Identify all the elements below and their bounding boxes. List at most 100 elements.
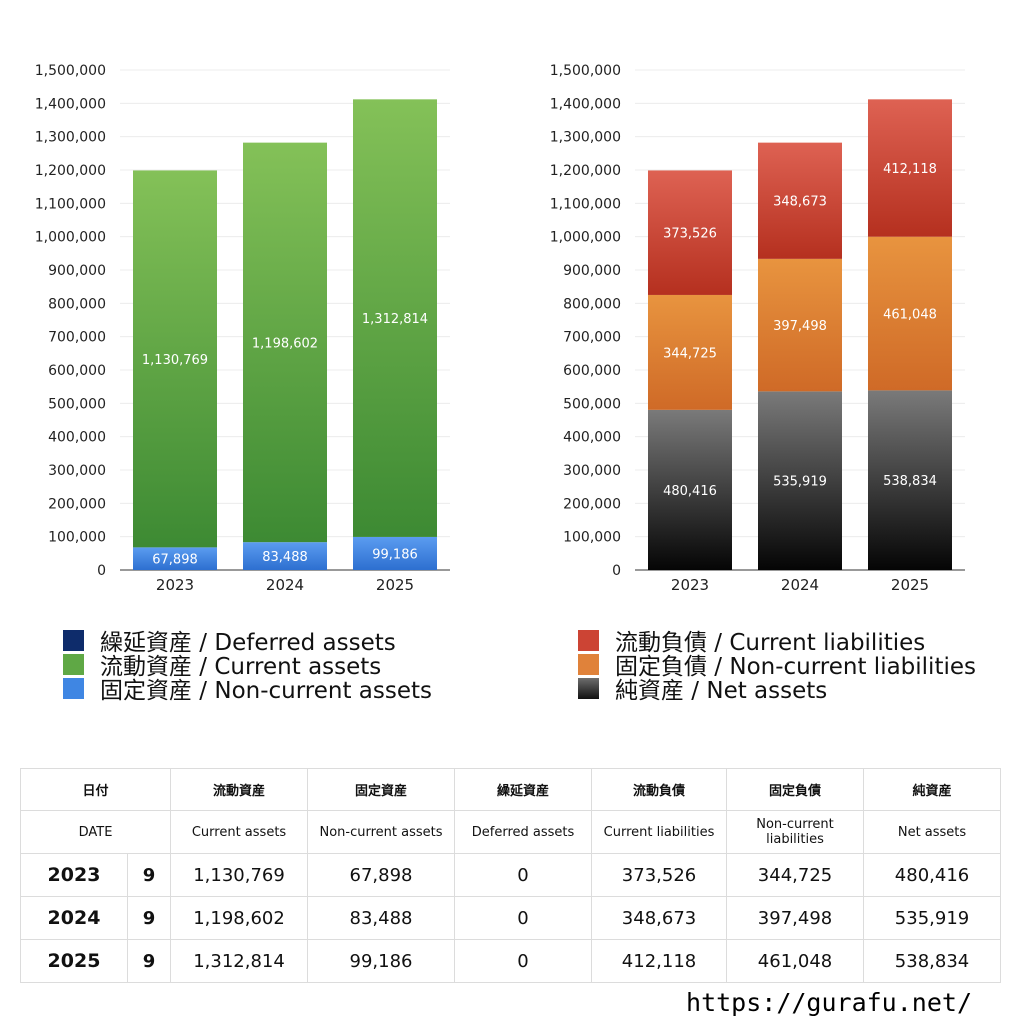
header-current-liabilities-en: Current liabilities <box>591 810 728 854</box>
y-tick-label: 700,000 <box>563 330 621 346</box>
cell-net-assets: 538,834 <box>863 939 1002 983</box>
financial-data-table: 日付 流動資産 固定資産 繰延資産 流動負債 固定負債 純資産 DATE Cur… <box>19 768 1002 983</box>
bar-data-label: 83,488 <box>262 550 308 565</box>
legend-item-current-assets: 流動資産 / Current assets <box>63 652 432 680</box>
header-date-jp: 日付 <box>19 768 172 811</box>
cell-non-current-assets: 67,898 <box>307 853 456 897</box>
y-tick-label: 900,000 <box>48 263 106 279</box>
bar-segment <box>758 258 842 392</box>
legend-swatch <box>578 653 599 675</box>
cell-current-assets: 1,198,602 <box>170 896 309 940</box>
header-current-liabilities-jp: 流動負債 <box>591 768 728 811</box>
legend-swatch <box>63 653 84 675</box>
bar-segment <box>868 99 952 237</box>
y-tick-label: 300,000 <box>48 463 106 479</box>
bar-segment <box>243 542 327 570</box>
y-tick-label: 1,300,000 <box>550 130 621 146</box>
header-current-assets-en: Current assets <box>170 810 309 854</box>
x-tick-label: 2024 <box>781 576 819 594</box>
cell-non-current-assets: 83,488 <box>307 896 456 940</box>
y-tick-label: 400,000 <box>48 430 106 446</box>
table-header-en: DATE Current assets Non-current assets D… <box>19 810 1002 854</box>
cell-current-assets: 1,312,814 <box>170 939 309 983</box>
source-url[interactable]: https://gurafu.net/ <box>686 988 972 1017</box>
y-tick-label: 0 <box>612 563 621 579</box>
legend-swatch <box>578 677 599 699</box>
y-tick-label: 1,500,000 <box>550 63 621 79</box>
row-month: 9 <box>126 896 172 940</box>
bar-data-label: 1,198,602 <box>252 336 318 351</box>
y-tick-label: 900,000 <box>563 263 621 279</box>
cell-deferred-assets: 0 <box>454 853 593 897</box>
y-tick-label: 400,000 <box>563 430 621 446</box>
x-tick-label: 2023 <box>671 576 709 594</box>
legend-label: 繰延資産 / Deferred assets <box>100 630 396 656</box>
bar-data-label: 373,526 <box>663 227 717 242</box>
header-net-assets-en: Net assets <box>863 810 1002 854</box>
row-year: 2024 <box>20 896 128 940</box>
bar-segment <box>648 294 732 410</box>
legend-item-non-current-liabilities: 固定負債 / Non-current liabilities <box>578 652 976 680</box>
cell-non-current-liabilities: 397,498 <box>726 896 865 940</box>
y-tick-label: 1,100,000 <box>35 196 106 212</box>
header-non-current-assets-en: Non-current assets <box>307 810 456 854</box>
y-tick-label: 0 <box>97 563 106 579</box>
bar-data-label: 397,498 <box>773 319 827 334</box>
table-row: 2023 9 1,130,769 67,898 0 373,526 344,72… <box>20 853 1002 897</box>
y-tick-label: 100,000 <box>563 530 621 546</box>
y-tick-label: 800,000 <box>48 296 106 312</box>
x-tick-label: 2023 <box>156 576 194 594</box>
bar-segment <box>353 99 437 537</box>
bar-data-label: 344,725 <box>663 346 717 361</box>
cell-deferred-assets: 0 <box>454 896 593 940</box>
bar-data-label: 348,673 <box>773 195 827 210</box>
y-tick-label: 600,000 <box>48 363 106 379</box>
y-tick-label: 800,000 <box>563 296 621 312</box>
bar-data-label: 67,898 <box>152 553 198 568</box>
y-tick-label: 500,000 <box>563 396 621 412</box>
x-tick-label: 2025 <box>891 576 929 594</box>
cell-non-current-assets: 99,186 <box>307 939 456 983</box>
y-tick-label: 1,400,000 <box>550 96 621 112</box>
y-tick-label: 500,000 <box>48 396 106 412</box>
cell-non-current-liabilities: 344,725 <box>726 853 865 897</box>
header-non-current-assets-jp: 固定資産 <box>307 768 456 811</box>
header-current-assets-jp: 流動資産 <box>170 768 309 811</box>
cell-current-liabilities: 373,526 <box>591 853 728 897</box>
bar-segment <box>133 547 217 570</box>
bar-segment <box>868 236 952 391</box>
y-tick-label: 1,300,000 <box>35 130 106 146</box>
y-tick-label: 1,400,000 <box>35 96 106 112</box>
bar-data-label: 535,919 <box>773 475 827 490</box>
cell-current-liabilities: 348,673 <box>591 896 728 940</box>
table-row: 2024 9 1,198,602 83,488 0 348,673 397,49… <box>20 896 1002 940</box>
cell-current-assets: 1,130,769 <box>170 853 309 897</box>
y-tick-label: 1,000,000 <box>550 230 621 246</box>
x-tick-label: 2025 <box>376 576 414 594</box>
header-date-en: DATE <box>19 810 172 854</box>
y-tick-label: 100,000 <box>48 530 106 546</box>
legend-label: 流動負債 / Current liabilities <box>615 630 926 656</box>
bar-segment <box>758 391 842 570</box>
cell-net-assets: 480,416 <box>863 853 1002 897</box>
legend-label: 純資産 / Net assets <box>615 678 828 704</box>
assets-legend: 繰延資産 / Deferred assets 流動資産 / Current as… <box>63 628 432 704</box>
bar-data-label: 1,312,814 <box>362 312 428 327</box>
legend-label: 固定資産 / Non-current assets <box>100 678 433 704</box>
row-year: 2023 <box>20 853 128 897</box>
y-tick-label: 200,000 <box>48 496 106 512</box>
bar-data-label: 480,416 <box>663 484 717 499</box>
y-tick-label: 1,200,000 <box>550 163 621 179</box>
y-tick-label: 1,100,000 <box>550 196 621 212</box>
bar-segment <box>133 170 217 548</box>
bar-data-label: 1,130,769 <box>142 353 208 368</box>
x-tick-label: 2024 <box>266 576 304 594</box>
header-non-current-liabilities-jp: 固定負債 <box>726 768 865 811</box>
legend-swatch <box>578 629 599 651</box>
row-month: 9 <box>126 853 172 897</box>
assets-chart: 0 100,000 200,000 300,000 400,000 500,000 600,… <box>35 63 450 594</box>
bar-data-label: 99,186 <box>372 547 418 562</box>
y-tick-label: 300,000 <box>563 463 621 479</box>
legend-label: 流動資産 / Current assets <box>100 654 382 680</box>
table-header-jp: 日付 流動資産 固定資産 繰延資産 流動負債 固定負債 純資産 <box>19 768 1002 811</box>
